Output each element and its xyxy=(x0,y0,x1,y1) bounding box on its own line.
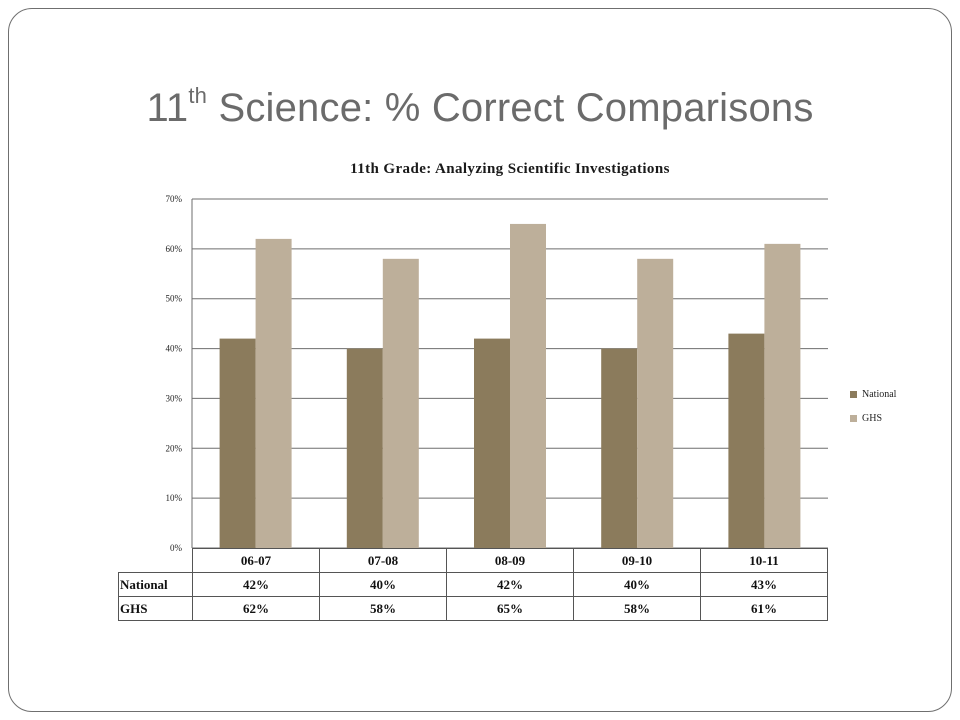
bar-national-10-11 xyxy=(728,333,765,548)
bar-ghs-06-07 xyxy=(255,238,292,548)
legend-label-ghs: GHS xyxy=(862,412,883,424)
data-table-cell: 42% xyxy=(446,572,574,597)
data-table-header-cell: 08-09 xyxy=(446,548,574,573)
legend-label-national: National xyxy=(862,388,897,400)
y-tick-label: 50% xyxy=(166,294,183,304)
data-table-corner xyxy=(118,548,193,573)
legend-swatch-ghs xyxy=(850,414,857,422)
bar-national-06-07 xyxy=(219,338,256,548)
data-table-cell: 43% xyxy=(700,572,828,597)
data-table-cell: 42% xyxy=(192,572,320,597)
y-tick-label: 70% xyxy=(166,194,183,204)
slide-title: 11th Science: % Correct Comparisons xyxy=(146,82,814,130)
y-tick-label: 0% xyxy=(170,543,183,553)
data-table: 06-07 07-08 08-09 09-10 10-11 National 4… xyxy=(118,548,828,621)
bar-ghs-09-10 xyxy=(637,258,674,548)
bar-ghs-07-08 xyxy=(382,258,419,548)
data-table-header-cell: 09-10 xyxy=(573,548,701,573)
data-table-row-national: National 42% 40% 42% 40% 43% xyxy=(118,572,828,597)
data-table-header-cell: 06-07 xyxy=(192,548,320,573)
data-table-cell: 58% xyxy=(319,596,447,621)
y-tick-label: 40% xyxy=(166,344,183,354)
data-table-header-cell: 10-11 xyxy=(700,548,828,573)
legend-swatch-national xyxy=(850,390,857,398)
data-table-cell: 40% xyxy=(319,572,447,597)
data-table-cell: 58% xyxy=(573,596,701,621)
bar-national-07-08 xyxy=(346,348,383,548)
bar-ghs-08-09 xyxy=(510,223,546,548)
data-table-cell: 65% xyxy=(446,596,574,621)
legend-item-ghs: GHS xyxy=(850,412,896,424)
data-table-row-ghs: GHS 62% 58% 65% 58% 61% xyxy=(118,596,828,621)
y-tick-label: 10% xyxy=(166,493,183,503)
chart-legend: National GHS xyxy=(850,388,896,436)
data-table-cell: 62% xyxy=(192,596,320,621)
chart-title: 11th Grade: Analyzing Scientific Investi… xyxy=(350,161,670,177)
data-table-cell: 61% xyxy=(700,596,828,621)
data-table-row-label: National xyxy=(118,572,193,597)
y-tick-label: 30% xyxy=(166,393,183,403)
data-table-header-cell: 07-08 xyxy=(319,548,447,573)
bar-national-09-10 xyxy=(601,348,638,548)
data-table-row-label: GHS xyxy=(118,596,193,621)
y-tick-label: 20% xyxy=(166,443,183,453)
bar-ghs-10-11 xyxy=(764,243,801,548)
legend-item-national: National xyxy=(850,388,896,400)
bar-national-08-09 xyxy=(474,338,510,548)
y-tick-label: 60% xyxy=(166,244,183,254)
data-table-header-row: 06-07 07-08 08-09 09-10 10-11 xyxy=(118,548,828,573)
data-table-cell: 40% xyxy=(573,572,701,597)
